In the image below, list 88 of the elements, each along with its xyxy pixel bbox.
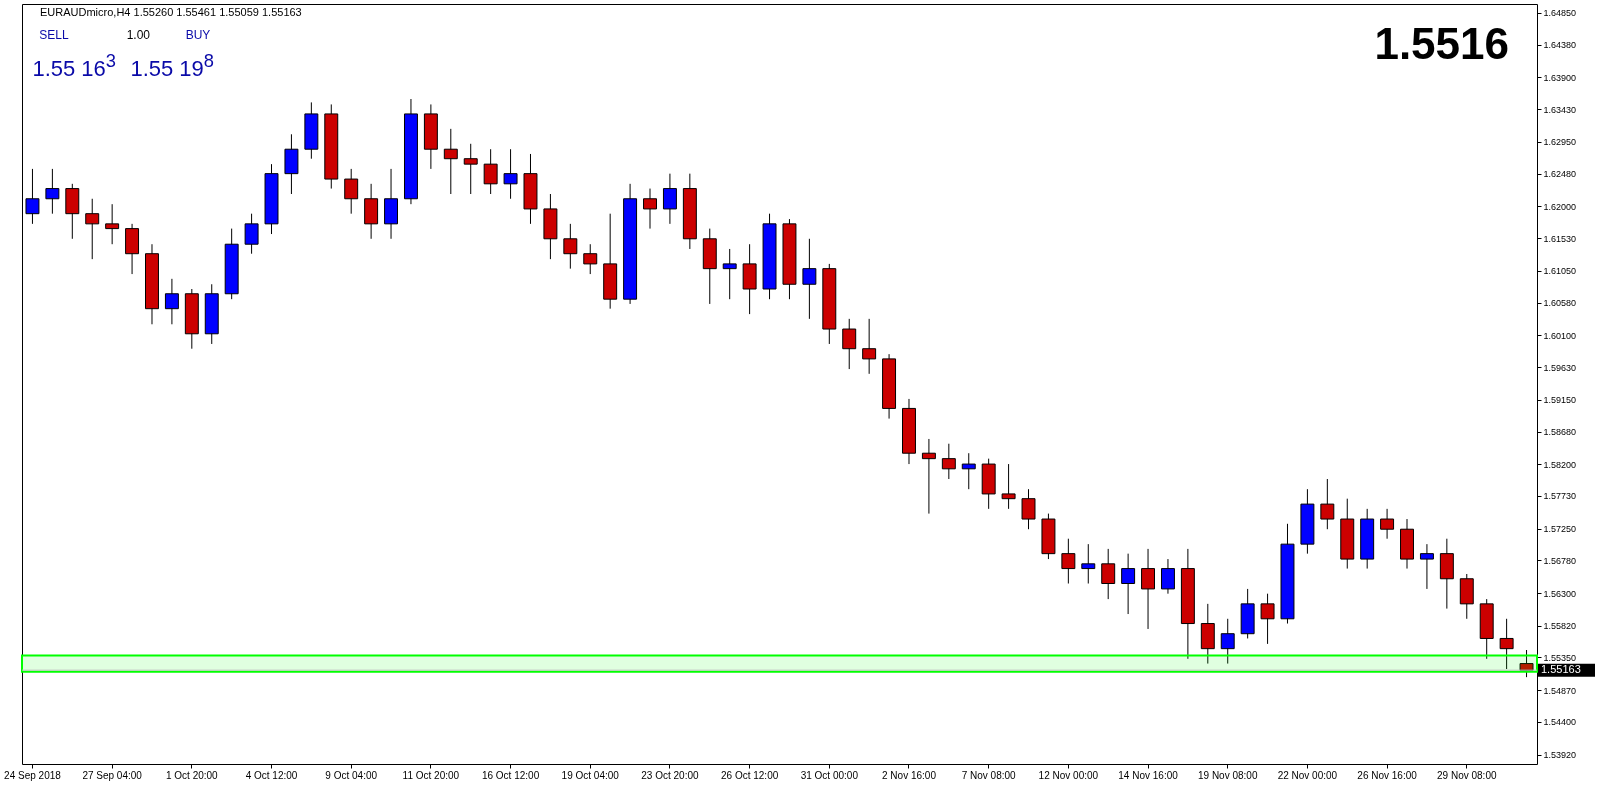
y-tick-label: 1.63430 xyxy=(1543,104,1577,115)
annotation: 1.5516 xyxy=(1374,19,1509,68)
annotation: SELL xyxy=(39,28,69,42)
candlestick xyxy=(85,198,100,260)
candlestick xyxy=(1499,618,1514,670)
y-tick-label: 1.61050 xyxy=(1543,266,1577,277)
x-tick-label: 14 Nov 16:00 xyxy=(1118,769,1179,781)
candlestick xyxy=(483,148,498,195)
candlestick xyxy=(1141,548,1156,630)
y-tick-label: 1.60100 xyxy=(1543,330,1577,341)
y-tick-label: 1.59150 xyxy=(1543,395,1577,406)
x-tick-label: 11 Oct 20:00 xyxy=(402,769,460,781)
candlestick xyxy=(25,168,40,225)
annotation: 1.55 16$^{3}$ xyxy=(32,50,116,81)
candlestick xyxy=(45,168,60,215)
candlestick xyxy=(961,452,976,490)
candlestick xyxy=(722,248,737,300)
annotation: 1.55 19$^{8}$ xyxy=(130,50,214,81)
y-tick-label: 1.64380 xyxy=(1543,40,1577,51)
x-tick-label: 7 Nov 08:00 xyxy=(961,769,1017,781)
x-tick-label: 26 Oct 12:00 xyxy=(720,769,779,781)
candlestick xyxy=(662,173,677,225)
candlestick xyxy=(244,213,259,255)
x-tick-label: 31 Oct 00:00 xyxy=(800,769,859,781)
candlestick xyxy=(1001,463,1016,510)
y-tick-label: 1.54870 xyxy=(1543,685,1577,696)
chart-title: EURAUDmicro,H4 1.55260 1.55461 1.55059 1.55163 xyxy=(40,6,302,18)
y-tick-label: 1.61530 xyxy=(1543,233,1577,244)
candlestick xyxy=(862,318,877,375)
annotation: BUY xyxy=(185,28,211,42)
x-tick-label: 2 Nov 16:00 xyxy=(882,769,937,781)
annotation: 1.00 xyxy=(126,28,150,42)
candlestick xyxy=(1081,543,1096,584)
candlestick xyxy=(1101,548,1116,600)
candlestick xyxy=(941,443,956,480)
y-tick-label: 1.56300 xyxy=(1543,588,1577,599)
candlestick xyxy=(1519,649,1534,678)
x-tick-label: 19 Oct 04:00 xyxy=(561,769,620,781)
y-tick-label: 1.58680 xyxy=(1543,427,1577,437)
candlestick xyxy=(842,318,857,370)
candlestick xyxy=(1021,488,1036,530)
y-tick-label: 1.62000 xyxy=(1543,201,1577,212)
y-tick-label: 1.55820 xyxy=(1543,621,1577,632)
candlestick xyxy=(643,188,657,230)
y-tick-label: 1.58200 xyxy=(1543,459,1577,470)
candlestick xyxy=(1380,508,1395,540)
y-tick-label: 1.62480 xyxy=(1543,169,1577,180)
candlestick xyxy=(1260,593,1275,645)
y-tick-label: 1.60580 xyxy=(1543,298,1577,309)
candlestick xyxy=(503,148,518,200)
x-tick-label: 22 Nov 00:00 xyxy=(1277,769,1338,781)
candlestick xyxy=(164,278,179,325)
x-tick-label: 16 Oct 12:00 xyxy=(481,769,540,781)
y-tick-label: 1.54400 xyxy=(1543,717,1577,728)
candlestick xyxy=(1220,618,1235,665)
x-tick-label: 4 Oct 12:00 xyxy=(245,769,298,781)
candlestick xyxy=(344,168,359,215)
candlestick xyxy=(443,128,458,195)
y-tick-label: 1.55350 xyxy=(1543,652,1577,663)
x-tick-label: 26 Nov 16:00 xyxy=(1357,769,1418,781)
y-tick-label: 1.64850 xyxy=(1543,8,1577,19)
candlestick xyxy=(105,203,120,245)
x-tick-label: 24 Sep 2018 xyxy=(4,769,62,781)
candlestick xyxy=(583,243,598,275)
candlestick xyxy=(1419,543,1434,590)
y-tick-label: 1.57730 xyxy=(1543,491,1577,502)
candlestick xyxy=(463,143,478,195)
candlestick xyxy=(921,438,936,515)
x-tick-label: 12 Nov 00:00 xyxy=(1038,769,1099,781)
ref-line-label: 1.55163 xyxy=(1541,663,1581,676)
x-tick-label: 27 Sep 04:00 xyxy=(82,769,143,781)
y-tick-label: 1.59630 xyxy=(1543,362,1577,373)
x-tick-label: 29 Nov 08:00 xyxy=(1437,769,1497,781)
x-tick-label: 23 Oct 20:00 xyxy=(641,769,699,781)
candlestick xyxy=(563,223,578,270)
candlestick xyxy=(1160,558,1175,595)
x-tick-label: 19 Nov 08:00 xyxy=(1197,769,1258,781)
y-tick-label: 1.57250 xyxy=(1543,524,1577,535)
y-tick-label: 1.53920 xyxy=(1543,750,1577,760)
y-tick-label: 1.63900 xyxy=(1543,72,1577,83)
x-tick-label: 9 Oct 04:00 xyxy=(325,769,378,781)
candlestick xyxy=(1121,553,1136,615)
candlestick xyxy=(1320,478,1335,530)
y-tick-label: 1.62950 xyxy=(1543,137,1577,148)
y-tick-label: 1.56780 xyxy=(1543,555,1577,566)
x-tick-label: 1 Oct 20:00 xyxy=(165,769,219,781)
candlestick xyxy=(802,238,817,320)
candlestick xyxy=(1061,538,1076,584)
